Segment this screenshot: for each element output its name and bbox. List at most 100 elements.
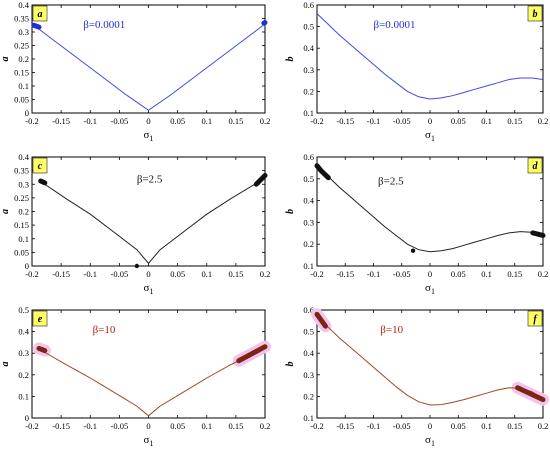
x-tick-label: 0	[146, 421, 150, 431]
panel-label: e	[38, 314, 43, 325]
x-tick-label: 0	[146, 269, 150, 279]
y-tick-label: 0.4	[18, 0, 29, 10]
series-line	[316, 165, 544, 253]
x-tick-label: -0.05	[111, 421, 129, 431]
y-tick-label: 0.5	[18, 305, 29, 315]
series-line	[40, 175, 266, 265]
series-line	[40, 346, 266, 417]
panel-a: -0.2 -0.15 -0.1 -0.05 0 0.05 0.1 0.15 0.2 0 0.05 0.…	[0, 0, 270, 143]
y-tick-label: 0.3	[303, 217, 314, 227]
panel-label: f	[533, 314, 538, 325]
x-tick-label: -0.05	[393, 269, 411, 279]
y-tick-label: 0.6	[303, 305, 314, 315]
x-tick-label: -0.05	[393, 116, 411, 126]
y-tick-label: 0.4	[18, 327, 29, 337]
beta-annotation: β=0.0001	[83, 19, 125, 31]
plot-frame	[31, 309, 266, 419]
y-tick-label: 0.25	[14, 193, 29, 203]
y-tick-label: 0.4	[18, 152, 29, 162]
y-tick-label: 0.5	[303, 327, 314, 337]
y-tick-label: 0.3	[303, 370, 314, 380]
x-tick-label: -0.2	[310, 269, 323, 279]
x-tick-label: -0.2	[25, 116, 38, 126]
x-tick-label: -0.1	[84, 116, 97, 126]
series-line	[316, 313, 544, 406]
y-tick-label: 0.1	[18, 81, 29, 91]
plot-frame	[31, 156, 266, 267]
marker-segment	[314, 163, 325, 174]
x-axis-label: σ1	[144, 129, 154, 143]
beta-annotation: β=2.5	[378, 175, 404, 187]
x-axis-label-symbol: σ	[144, 129, 150, 141]
x-tick-label: 0.1	[481, 269, 492, 279]
x-tick-label: -0.2	[25, 421, 38, 431]
x-axis-label-symbol: σ	[425, 129, 431, 141]
plot-frame	[31, 4, 266, 114]
data-point	[134, 263, 140, 269]
y-tick-label: 0	[25, 261, 29, 271]
x-tick-label: -0.1	[84, 269, 97, 279]
x-tick-label: 0.05	[451, 269, 466, 279]
y-tick-label: 0.5	[303, 22, 314, 32]
y-tick-label: 0.05	[14, 247, 29, 257]
x-tick-label: 0.2	[260, 269, 271, 279]
x-tick-label: 0	[428, 269, 432, 279]
marker-segment	[253, 173, 268, 187]
y-tick-label: 0.3	[303, 65, 314, 75]
series-line	[316, 13, 544, 100]
panel-c: -0.2 -0.15 -0.1 -0.05 0 0.05 0.1 0.15 0.2 0 0.05 0.…	[0, 152, 270, 296]
plot-frame	[316, 309, 544, 419]
y-axis-label: a	[0, 57, 11, 62]
plot-frame	[316, 156, 544, 267]
y-tick-label: 0.3	[18, 348, 29, 358]
x-tick-label: -0.15	[336, 269, 354, 279]
beta-annotation: β=2.5	[137, 173, 163, 185]
y-tick-label: 0.2	[18, 370, 29, 380]
x-tick-label: 0.15	[228, 269, 243, 279]
y-tick-label: 0.1	[18, 391, 29, 401]
x-tick-label: -0.15	[52, 116, 70, 126]
x-axis-label: σ1	[144, 434, 154, 448]
plot-frame	[316, 4, 544, 114]
x-tick-label: 0.2	[538, 269, 549, 279]
y-tick-label: 0.1	[303, 413, 314, 423]
x-tick-label: 0.05	[170, 421, 185, 431]
marker-segment	[261, 20, 268, 26]
y-tick-label: 0.15	[14, 220, 29, 230]
panel-label-badge	[32, 157, 48, 174]
y-axis-label: a	[0, 209, 11, 214]
y-tick-label: 0.3	[18, 179, 29, 189]
y-axis-label: b	[285, 362, 296, 367]
y-tick-label: 0.5	[303, 174, 314, 184]
x-tick-label: -0.15	[52, 421, 70, 431]
y-tick-label: 0.6	[303, 0, 314, 10]
panel-label-badge	[32, 310, 48, 327]
y-tick-label: 0.2	[303, 391, 314, 401]
marker-segment	[515, 385, 546, 403]
x-tick-label: -0.15	[52, 269, 70, 279]
x-tick-label: -0.05	[111, 269, 129, 279]
y-tick-label: 0.2	[18, 54, 29, 64]
x-tick-label: -0.2	[310, 116, 323, 126]
y-tick-label: 0.1	[18, 234, 29, 244]
x-axis-label: σ1	[425, 129, 435, 143]
x-tick-label: 0.1	[481, 421, 492, 431]
y-tick-label: 0.4	[303, 348, 314, 358]
x-tick-label: -0.1	[367, 116, 380, 126]
y-tick-label: 0.35	[14, 166, 29, 176]
y-axis-label: b	[285, 57, 296, 62]
x-tick-label: -0.15	[336, 421, 354, 431]
x-axis-label-symbol: σ	[144, 434, 150, 446]
x-tick-label: 0.05	[451, 116, 466, 126]
y-tick-label: 0.4	[303, 43, 314, 53]
y-tick-label: 0.25	[14, 41, 29, 51]
y-tick-label: 0.2	[303, 239, 314, 249]
panel-e: -0.2 -0.15 -0.1 -0.05 0 0.05 0.1 0.15 0.2 0 0.1 0.2…	[0, 305, 271, 448]
x-tick-label: 0	[428, 116, 432, 126]
x-tick-label: 0	[428, 421, 432, 431]
y-tick-label: 0.3	[18, 27, 29, 37]
beta-annotation: β=10	[93, 324, 116, 336]
x-axis-label: σ1	[144, 282, 154, 296]
x-tick-label: 0.15	[507, 116, 522, 126]
